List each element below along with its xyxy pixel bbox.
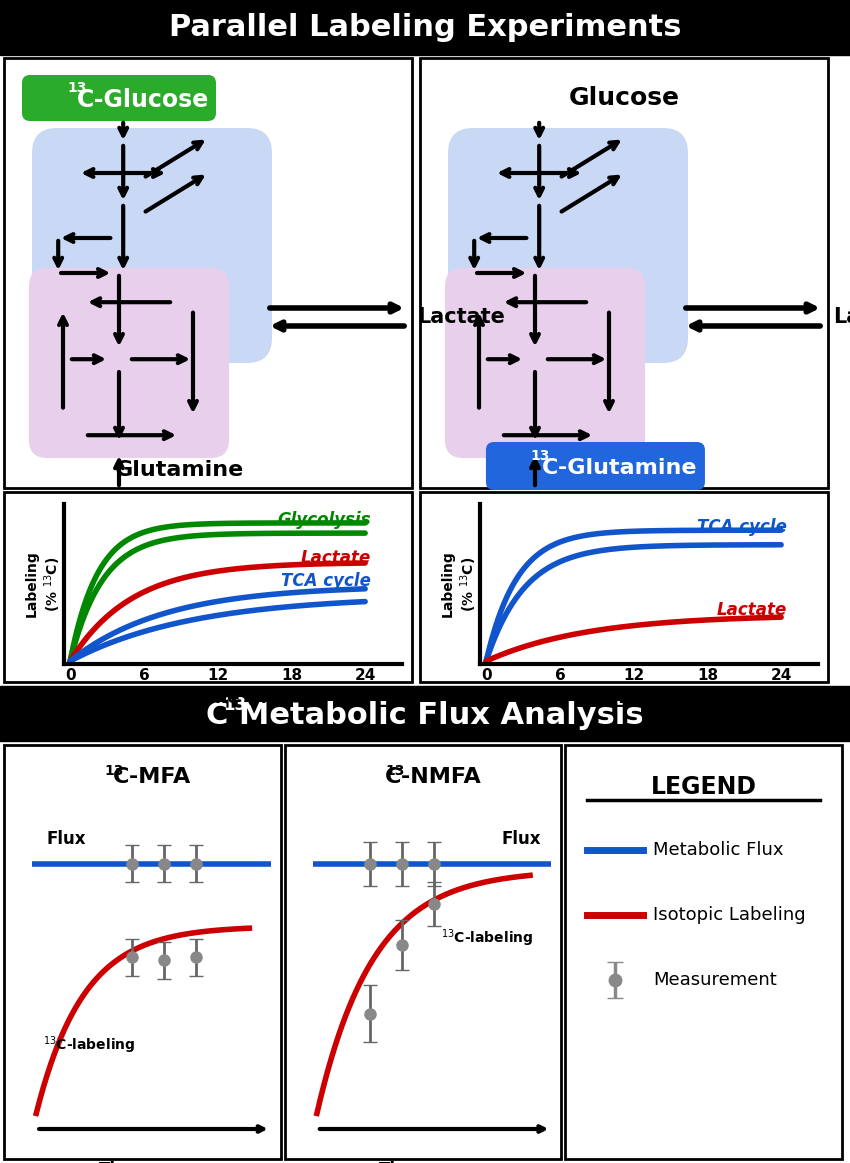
- Text: Parallel Labeling Experiments: Parallel Labeling Experiments: [169, 13, 681, 42]
- Bar: [420, 58, 828, 488]
- Bar: [0, 686, 850, 741]
- X-axis label: Time (h): Time (h): [190, 688, 275, 707]
- Text: 13: 13: [105, 764, 124, 778]
- Text: TCA cycle: TCA cycle: [281, 572, 371, 590]
- Text: Glutamine: Glutamine: [115, 461, 244, 480]
- Y-axis label: Labeling
(% $^{13}$C): Labeling (% $^{13}$C): [441, 550, 479, 618]
- Text: C Metabolic Flux Analysis: C Metabolic Flux Analysis: [207, 701, 643, 730]
- Text: Glucose: Glucose: [569, 86, 679, 110]
- Text: Lactate: Lactate: [717, 601, 787, 619]
- Text: 13: 13: [224, 697, 246, 714]
- Bar: [285, 745, 561, 1160]
- FancyBboxPatch shape: [486, 442, 705, 490]
- Text: C-NMFA: C-NMFA: [384, 768, 481, 787]
- Text: Lactate: Lactate: [833, 307, 850, 327]
- Bar: [4, 745, 280, 1160]
- Bar: [4, 58, 412, 488]
- Text: Lactate: Lactate: [417, 307, 505, 327]
- FancyBboxPatch shape: [32, 128, 272, 363]
- Text: Glycolysis: Glycolysis: [278, 511, 371, 529]
- Bar: [0, 0, 850, 55]
- Text: C-MFA: C-MFA: [113, 768, 191, 787]
- Y-axis label: Labeling
(% $^{13}$C): Labeling (% $^{13}$C): [25, 550, 63, 618]
- Text: Measurement: Measurement: [654, 971, 777, 989]
- Text: C-Glutamine: C-Glutamine: [541, 458, 697, 478]
- FancyBboxPatch shape: [445, 267, 645, 458]
- Text: Lactate: Lactate: [301, 549, 371, 566]
- FancyBboxPatch shape: [29, 267, 229, 458]
- Text: LEGEND: LEGEND: [650, 775, 756, 799]
- Text: Time: Time: [99, 1161, 144, 1163]
- Text: Flux: Flux: [502, 830, 541, 848]
- Text: Isotopic Labeling: Isotopic Labeling: [654, 906, 806, 923]
- X-axis label: Time (h): Time (h): [607, 688, 692, 707]
- Text: 13: 13: [385, 764, 405, 778]
- FancyBboxPatch shape: [22, 74, 216, 121]
- Text: Time: Time: [379, 1161, 425, 1163]
- Text: Metabolic Flux: Metabolic Flux: [654, 841, 784, 859]
- FancyBboxPatch shape: [448, 128, 688, 363]
- Bar: [565, 745, 842, 1160]
- Text: TCA cycle: TCA cycle: [697, 519, 787, 536]
- Text: 13: 13: [530, 449, 550, 463]
- Text: C-Glucose: C-Glucose: [77, 88, 209, 112]
- Text: Flux: Flux: [47, 830, 87, 848]
- Text: $^{13}$C-labeling: $^{13}$C-labeling: [440, 928, 533, 949]
- Text: 13: 13: [67, 81, 87, 95]
- Text: $^{13}$C-labeling: $^{13}$C-labeling: [42, 1034, 135, 1056]
- Bar: [4, 492, 412, 682]
- Bar: [420, 492, 828, 682]
